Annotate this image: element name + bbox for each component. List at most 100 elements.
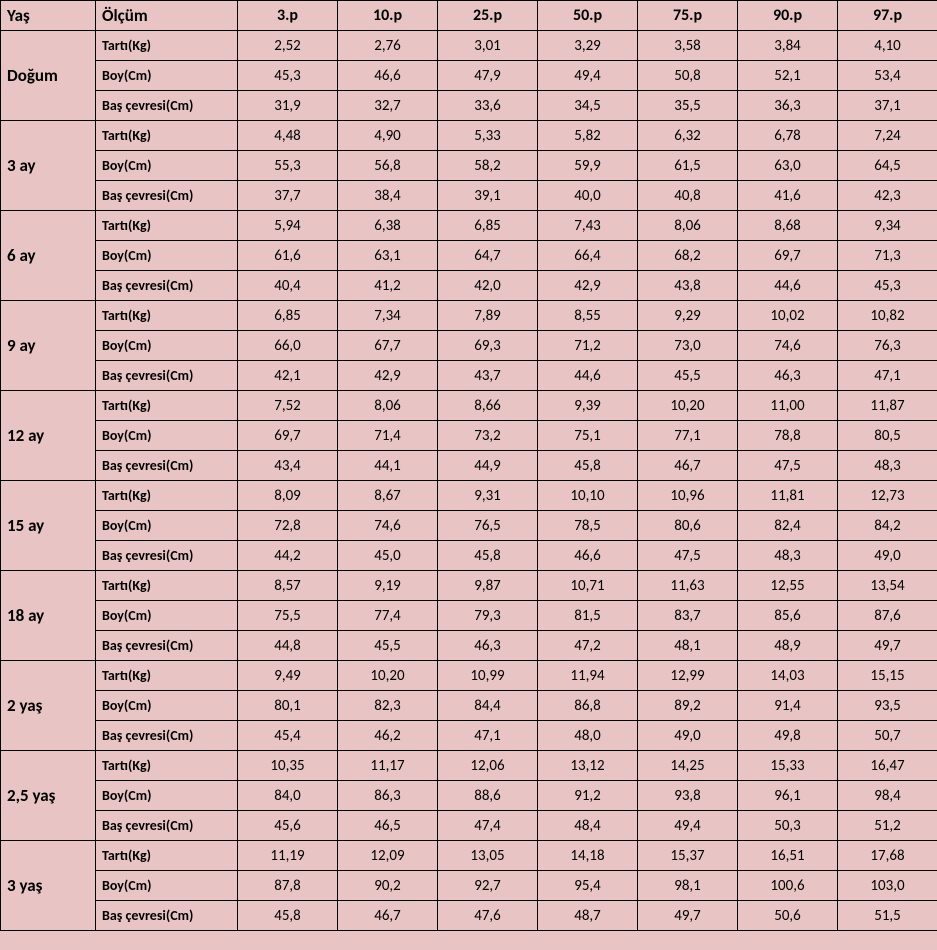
age-cell: 6 ay [1,211,96,301]
table-row: Boy(Cm)66,067,769,371,273,074,676,3 [1,331,937,361]
value-cell: 7,89 [438,301,538,331]
table-row: 15 ayTartı(Kg)8,098,679,3110,1010,9611,8… [1,481,937,511]
measure-cell: Boy(Cm) [96,421,238,451]
value-cell: 49,0 [638,721,738,751]
table-row: Boy(Cm)72,874,676,578,580,682,484,2 [1,511,937,541]
value-cell: 91,2 [538,781,638,811]
measure-cell: Baş çevresi(Cm) [96,631,238,661]
value-cell: 67,7 [338,331,438,361]
measure-cell: Tartı(Kg) [96,751,238,781]
value-cell: 11,17 [338,751,438,781]
value-cell: 3,58 [638,31,738,61]
value-cell: 12,55 [738,571,838,601]
value-cell: 44,2 [238,541,338,571]
value-cell: 88,6 [438,781,538,811]
value-cell: 73,0 [638,331,738,361]
measure-cell: Tartı(Kg) [96,481,238,511]
value-cell: 48,0 [538,721,638,751]
value-cell: 45,8 [438,541,538,571]
measure-cell: Tartı(Kg) [96,571,238,601]
value-cell: 93,8 [638,781,738,811]
table-row: 6 ayTartı(Kg)5,946,386,857,438,068,689,3… [1,211,937,241]
value-cell: 9,19 [338,571,438,601]
measure-cell: Boy(Cm) [96,691,238,721]
value-cell: 9,39 [538,391,638,421]
age-cell: 2 yaş [1,661,96,751]
value-cell: 31,9 [238,91,338,121]
value-cell: 95,4 [538,871,638,901]
value-cell: 82,4 [738,511,838,541]
value-cell: 42,0 [438,271,538,301]
table-row: Baş çevresi(Cm)45,846,747,648,749,750,65… [1,901,937,931]
measure-cell: Tartı(Kg) [96,211,238,241]
value-cell: 79,3 [438,601,538,631]
measure-cell: Boy(Cm) [96,61,238,91]
measure-cell: Baş çevresi(Cm) [96,361,238,391]
header-p75: 75.p [638,1,738,31]
value-cell: 37,1 [838,91,937,121]
value-cell: 45,3 [238,61,338,91]
table-row: Boy(Cm)80,182,384,486,889,291,493,5 [1,691,937,721]
value-cell: 84,2 [838,511,937,541]
table-row: Boy(Cm)55,356,858,259,961,563,064,5 [1,151,937,181]
value-cell: 47,5 [738,451,838,481]
value-cell: 7,43 [538,211,638,241]
table-row: 18 ayTartı(Kg)8,579,199,8710,7111,6312,5… [1,571,937,601]
value-cell: 49,7 [838,631,937,661]
value-cell: 10,20 [638,391,738,421]
value-cell: 44,8 [238,631,338,661]
measure-cell: Boy(Cm) [96,151,238,181]
table-row: 3 ayTartı(Kg)4,484,905,335,826,326,787,2… [1,121,937,151]
value-cell: 2,52 [238,31,338,61]
age-cell: 12 ay [1,391,96,481]
value-cell: 50,6 [738,901,838,931]
age-cell: 3 ay [1,121,96,211]
value-cell: 12,09 [338,841,438,871]
value-cell: 76,5 [438,511,538,541]
value-cell: 91,4 [738,691,838,721]
value-cell: 11,00 [738,391,838,421]
value-cell: 50,8 [638,61,738,91]
value-cell: 45,5 [338,631,438,661]
value-cell: 42,9 [338,361,438,391]
header-row: Yaş Ölçüm 3.p 10.p 25.p 50.p 75.p 90.p 9… [1,1,937,31]
value-cell: 3,29 [538,31,638,61]
table-body: DoğumTartı(Kg)2,522,763,013,293,583,844,… [1,31,937,931]
value-cell: 38,4 [338,181,438,211]
table-row: Baş çevresi(Cm)45,646,547,448,449,450,35… [1,811,937,841]
value-cell: 8,09 [238,481,338,511]
value-cell: 9,29 [638,301,738,331]
value-cell: 82,3 [338,691,438,721]
value-cell: 48,3 [838,451,937,481]
value-cell: 9,31 [438,481,538,511]
value-cell: 47,1 [438,721,538,751]
value-cell: 47,5 [638,541,738,571]
value-cell: 5,82 [538,121,638,151]
value-cell: 50,3 [738,811,838,841]
table-row: Boy(Cm)45,346,647,949,450,852,153,4 [1,61,937,91]
value-cell: 71,2 [538,331,638,361]
value-cell: 41,6 [738,181,838,211]
measure-cell: Tartı(Kg) [96,301,238,331]
value-cell: 64,5 [838,151,937,181]
value-cell: 77,4 [338,601,438,631]
measure-cell: Baş çevresi(Cm) [96,91,238,121]
value-cell: 45,8 [538,451,638,481]
value-cell: 10,35 [238,751,338,781]
age-cell: Doğum [1,31,96,121]
value-cell: 33,6 [438,91,538,121]
value-cell: 8,06 [338,391,438,421]
value-cell: 10,20 [338,661,438,691]
measure-cell: Boy(Cm) [96,781,238,811]
value-cell: 49,7 [638,901,738,931]
value-cell: 6,85 [438,211,538,241]
measure-cell: Baş çevresi(Cm) [96,811,238,841]
value-cell: 74,6 [338,511,438,541]
table-row: Baş çevresi(Cm)45,446,247,148,049,049,85… [1,721,937,751]
value-cell: 75,1 [538,421,638,451]
value-cell: 9,49 [238,661,338,691]
value-cell: 48,1 [638,631,738,661]
measure-cell: Tartı(Kg) [96,31,238,61]
value-cell: 103,0 [838,871,937,901]
value-cell: 12,99 [638,661,738,691]
